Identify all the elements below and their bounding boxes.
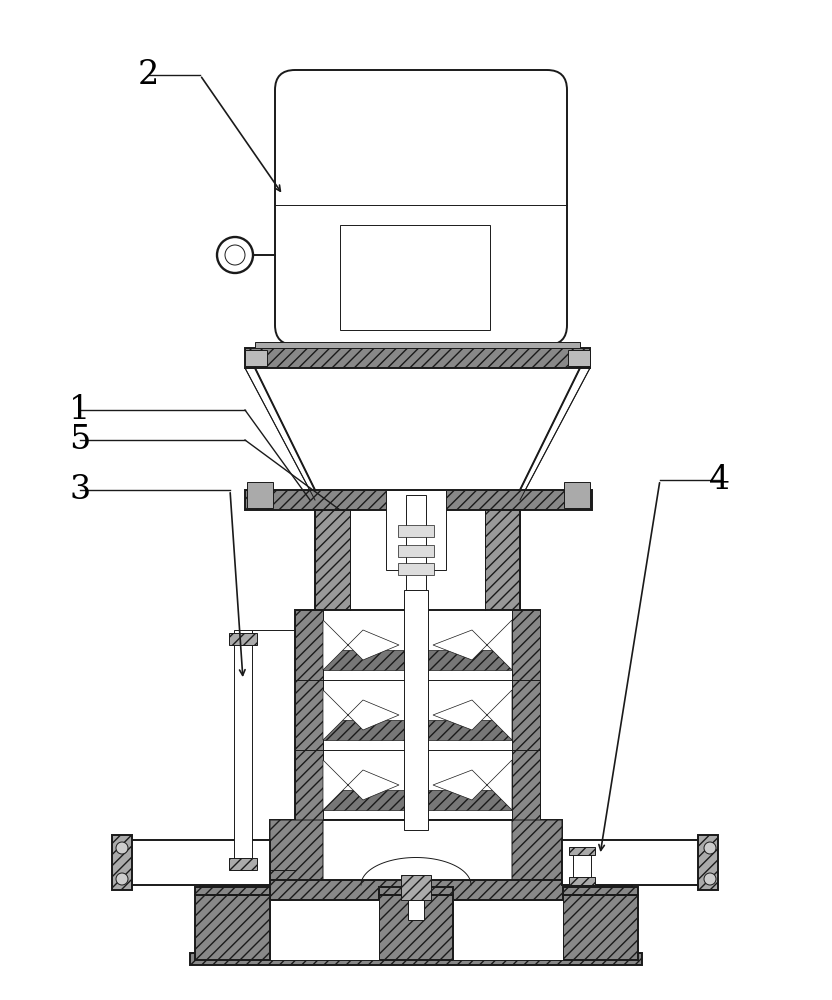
Bar xyxy=(270,900,379,960)
Polygon shape xyxy=(433,690,512,740)
Bar xyxy=(295,610,540,820)
Bar xyxy=(190,953,642,965)
Polygon shape xyxy=(433,620,512,670)
Circle shape xyxy=(225,245,245,265)
Bar xyxy=(379,887,453,895)
Bar xyxy=(562,840,700,885)
Bar xyxy=(245,348,590,368)
Bar xyxy=(323,790,404,810)
Bar xyxy=(398,563,434,575)
Bar xyxy=(247,482,273,508)
Bar xyxy=(245,350,267,366)
Bar xyxy=(408,900,424,920)
Polygon shape xyxy=(433,760,512,810)
Bar xyxy=(563,895,638,960)
Bar xyxy=(234,630,252,870)
Bar xyxy=(563,887,638,895)
Text: 4: 4 xyxy=(710,464,730,496)
Bar xyxy=(428,650,512,670)
Bar xyxy=(200,890,632,960)
Bar xyxy=(295,610,323,820)
Bar xyxy=(112,835,132,890)
Bar xyxy=(485,510,520,610)
Circle shape xyxy=(704,873,716,885)
Text: 2: 2 xyxy=(137,59,159,91)
Bar xyxy=(401,875,431,900)
Circle shape xyxy=(116,842,128,854)
Bar xyxy=(386,490,446,570)
Bar xyxy=(512,610,540,820)
Bar xyxy=(406,495,426,615)
Bar xyxy=(255,342,580,348)
Bar xyxy=(564,482,590,508)
Bar xyxy=(270,820,562,895)
Bar xyxy=(229,633,257,645)
Bar xyxy=(398,525,434,537)
Bar xyxy=(404,590,428,830)
Polygon shape xyxy=(520,368,590,500)
Bar xyxy=(698,835,718,890)
Polygon shape xyxy=(270,820,323,895)
Bar xyxy=(130,840,270,885)
FancyBboxPatch shape xyxy=(275,70,567,345)
Bar xyxy=(200,880,632,900)
Bar xyxy=(573,850,591,885)
Bar xyxy=(323,720,404,740)
Bar xyxy=(569,877,595,885)
Polygon shape xyxy=(245,368,315,500)
Bar xyxy=(398,545,434,557)
Bar xyxy=(323,650,404,670)
Bar xyxy=(245,490,592,510)
Bar xyxy=(195,887,270,895)
Bar xyxy=(453,900,563,960)
Bar xyxy=(428,790,512,810)
Polygon shape xyxy=(323,760,399,810)
Bar xyxy=(340,225,490,330)
Polygon shape xyxy=(512,820,562,895)
Polygon shape xyxy=(323,690,399,740)
Text: 5: 5 xyxy=(69,424,91,456)
Polygon shape xyxy=(323,620,399,670)
Circle shape xyxy=(704,842,716,854)
Bar xyxy=(195,895,270,960)
Bar xyxy=(315,510,350,610)
Circle shape xyxy=(217,237,253,273)
Text: 3: 3 xyxy=(69,474,91,506)
Text: 1: 1 xyxy=(69,394,91,426)
Bar xyxy=(229,858,257,870)
Bar xyxy=(428,720,512,740)
Bar xyxy=(568,350,590,366)
Bar xyxy=(569,847,595,855)
Bar xyxy=(379,895,453,960)
Circle shape xyxy=(116,873,128,885)
